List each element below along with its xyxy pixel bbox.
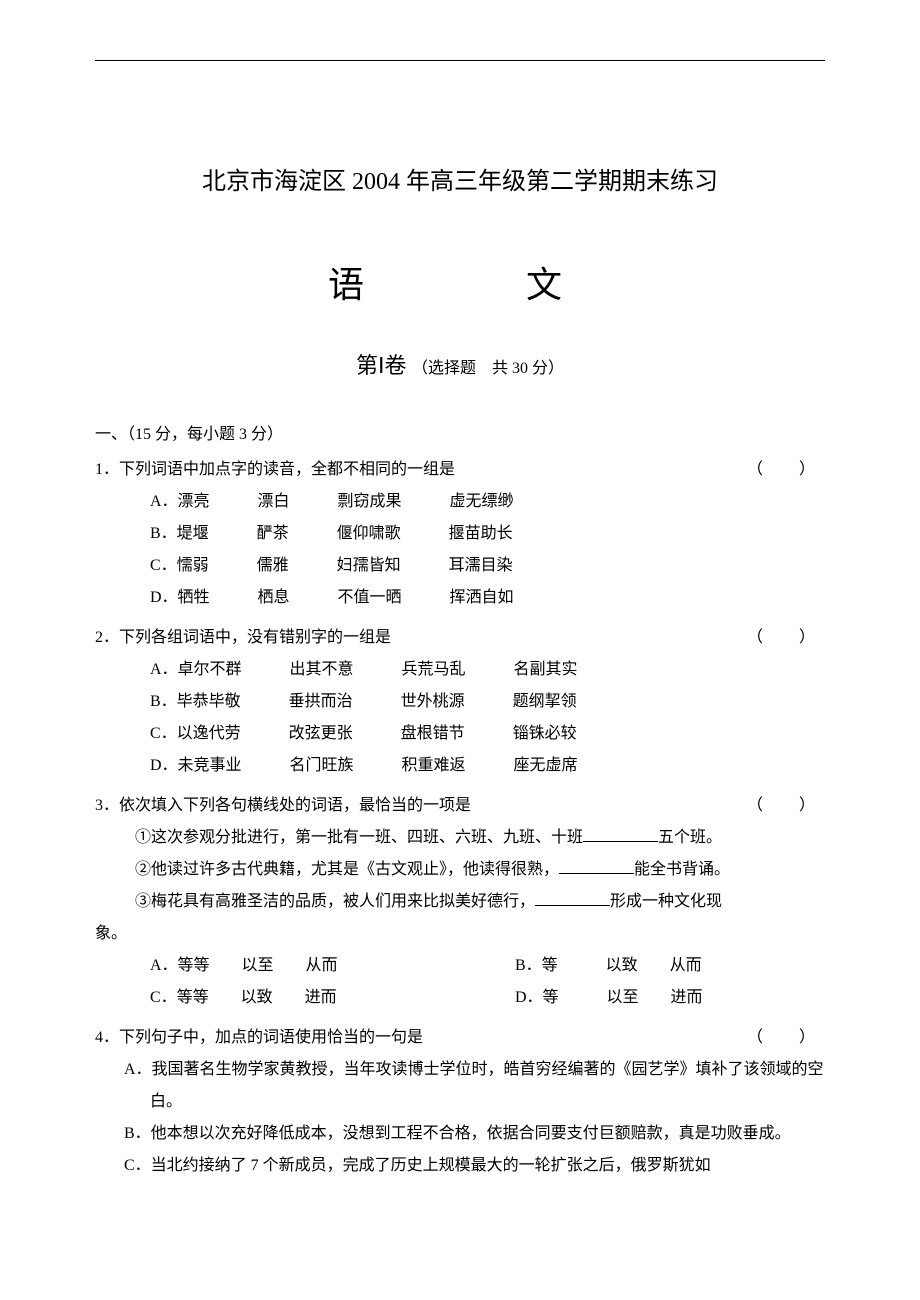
section-label: 第Ⅰ卷 （选择题 共 30 分） <box>95 348 825 380</box>
q4-option-c: C．当北约接纳了 7 个新成员，完成了历史上规模最大的一轮扩张之后，俄罗斯犹如 <box>95 1150 825 1182</box>
q4-option-b: B．他本想以次充好降低成本，没想到工程不合格，依据合同要支付巨额赔款，真是功败垂… <box>95 1118 825 1150</box>
q1-option-b: B．堤堰 酽茶 偃仰啸歌 揠苗助长 <box>95 518 825 550</box>
question-3: 3．依次填入下列各句横线处的词语，最恰当的一项是 （ ） ①这次参观分批进行，第… <box>95 790 825 1014</box>
q1-option-d: D．牺牲 栖息 不值一晒 挥洒自如 <box>95 582 825 614</box>
q3-sub1: ①这次参观分批进行，第一批有一班、四班、六班、九班、十班 五个班。 <box>95 822 825 854</box>
q2-stem: 2．下列各组词语中，没有错别字的一组是 <box>95 622 391 654</box>
question-1: 1．下列词语中加点字的读音，全都不相同的一组是 （ ） A．漂亮 漂白 剽窃成果… <box>95 454 825 614</box>
blank-line <box>583 841 658 842</box>
q2-option-a: A．卓尔不群 出其不意 兵荒马乱 名副其实 <box>95 654 825 686</box>
q3-s2a: ②他读过许多古代典籍，尤其是《古文观止》，他读得很熟， <box>135 861 559 878</box>
q3-s2b: 能全书背诵。 <box>634 861 730 878</box>
q2-option-d: D．未竞事业 名门旺族 积重难返 座无虚席 <box>95 750 825 782</box>
section-number: 第Ⅰ卷 <box>356 353 407 378</box>
section-note: （选择题 共 30 分） <box>412 360 564 377</box>
q1-option-a: A．漂亮 漂白 剽窃成果 虚无缥缈 <box>95 486 825 518</box>
q3-sub3b: 象。 <box>95 918 825 950</box>
q3-sub2: ②他读过许多古代典籍，尤其是《古文观止》，他读得很熟， 能全书背诵。 <box>95 854 825 886</box>
blank-line <box>559 873 634 874</box>
q3-option-a: A．等等 以至 从而 <box>95 950 460 982</box>
q3-options: A．等等 以至 从而 B．等 以致 从而 C．等等 以致 进而 D．等 以至 进… <box>95 950 825 1014</box>
q3-sub3a: ③梅花具有高雅圣洁的品质，被人们用来比拟美好德行， 形成一种文化现 <box>95 886 825 918</box>
q3-option-d: D．等 以至 进而 <box>460 982 825 1014</box>
q3-option-b: B．等 以致 从而 <box>460 950 825 982</box>
document-title: 北京市海淀区 2004 年高三年级第二学期期末练习 <box>95 161 825 196</box>
q2-option-b: B．毕恭毕敬 垂拱而治 世外桃源 题纲挈领 <box>95 686 825 718</box>
q3-s1a: ①这次参观分批进行，第一批有一班、四班、六班、九班、十班 <box>135 829 583 846</box>
subject-title: 语 文 <box>95 256 825 308</box>
question-2: 2．下列各组词语中，没有错别字的一组是 （ ） A．卓尔不群 出其不意 兵荒马乱… <box>95 622 825 782</box>
q3-s1b: 五个班。 <box>658 829 722 846</box>
answer-paren: （ ） <box>747 791 825 815</box>
q3-s3a: ③梅花具有高雅圣洁的品质，被人们用来比拟美好德行， <box>135 893 535 910</box>
answer-paren: （ ） <box>747 623 825 647</box>
question-4: 4．下列句子中，加点的词语使用恰当的一句是 （ ） A．我国著名生物学家黄教授，… <box>95 1022 825 1182</box>
q4-stem: 4．下列句子中，加点的词语使用恰当的一句是 <box>95 1022 423 1054</box>
answer-paren: （ ） <box>747 1023 825 1047</box>
q3-stem: 3．依次填入下列各句横线处的词语，最恰当的一项是 <box>95 790 471 822</box>
top-divider <box>95 60 825 61</box>
q4-option-a: A．我国著名生物学家黄教授，当年攻读博士学位时，皓首穷经编著的《园艺学》填补了该… <box>95 1054 825 1118</box>
q1-option-c: C．懦弱 儒雅 妇孺皆知 耳濡目染 <box>95 550 825 582</box>
q2-option-c: C．以逸代劳 改弦更张 盘根错节 锱铢必较 <box>95 718 825 750</box>
q3-option-c: C．等等 以致 进而 <box>95 982 460 1014</box>
q1-stem: 1．下列词语中加点字的读音，全都不相同的一组是 <box>95 454 455 486</box>
q3-s3b: 形成一种文化现 <box>610 893 722 910</box>
blank-line <box>535 905 610 906</box>
answer-paren: （ ） <box>747 455 825 479</box>
section-heading: 一、（15 分，每小题 3 分） <box>95 420 825 444</box>
